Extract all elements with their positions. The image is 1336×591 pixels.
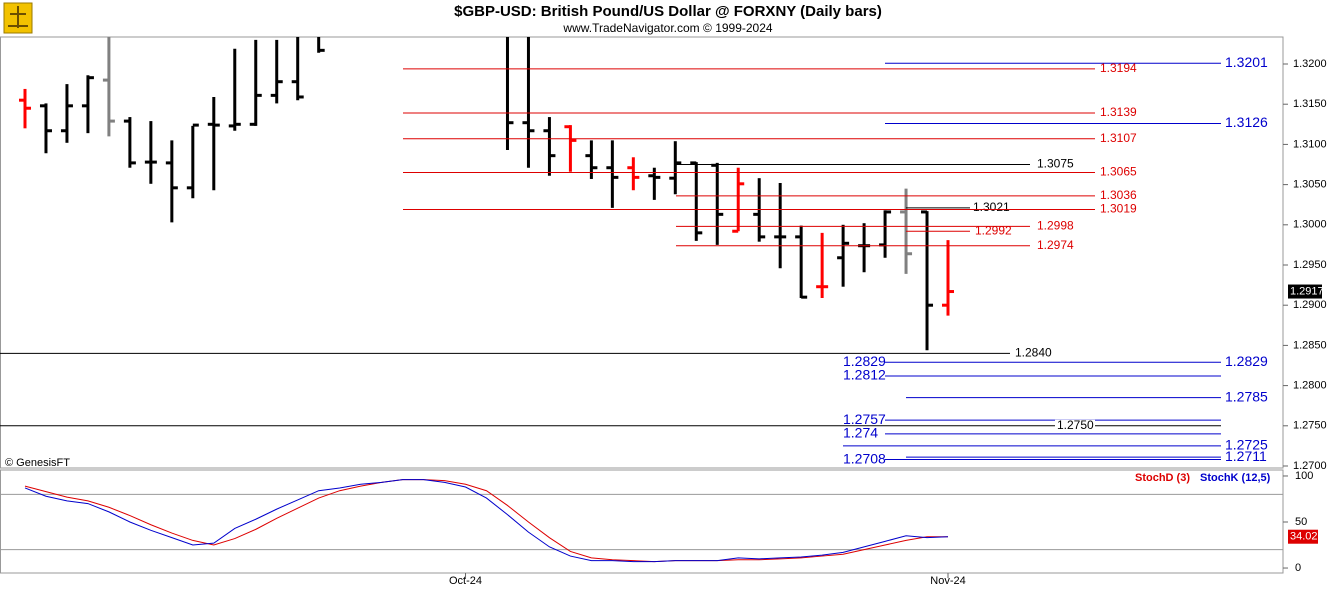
level-label: 1.2812 [843, 367, 886, 383]
level-label: 1.3107 [1100, 131, 1137, 145]
price-plot [19, 37, 954, 351]
level-label: 1.2757 [843, 411, 886, 427]
y-tick-label: 1.2900 [1293, 299, 1327, 311]
y-tick-label: 1.2950 [1293, 259, 1327, 271]
level-label: 1.2974 [1037, 238, 1074, 252]
y-tick-label: 1.3000 [1293, 219, 1327, 231]
stoch-line [24, 479, 949, 563]
level-label: 1.2725 [1225, 437, 1268, 453]
level-label: 1.3201 [1225, 54, 1268, 70]
y-tick-label: 50 [1295, 516, 1307, 528]
last-value-tag [1288, 529, 1318, 544]
last-price-label: 1.2917 [1290, 285, 1324, 297]
y-tick-label: 1.3100 [1293, 138, 1327, 150]
x-tick-label: Nov-24 [930, 575, 965, 587]
level-label: 1.2711 [1225, 448, 1267, 464]
level-label: 1.3126 [1225, 114, 1268, 130]
level-label: 1.3065 [1100, 165, 1137, 179]
y-tick-label: 1.2700 [1293, 460, 1327, 472]
legend-entry: StochK (12,5) [1200, 472, 1271, 484]
level-label: 1.274 [843, 425, 878, 441]
level-label: 1.3139 [1100, 105, 1137, 119]
level-label: 1.2829 [1225, 353, 1268, 369]
level-label: 1.2708 [843, 450, 886, 466]
level-label-bg [1055, 419, 1095, 432]
x-tick-label: Oct-24 [449, 575, 482, 587]
y-tick-label: 1.2750 [1293, 420, 1327, 432]
level-label: 1.2785 [1225, 388, 1268, 404]
price-panel-frame [0, 36, 1284, 469]
y-tick-label: 1.3200 [1293, 58, 1327, 70]
stoch-line [24, 479, 949, 563]
y-tick-label: 100 [1295, 470, 1313, 482]
chart-subtitle: www.TradeNavigator.com © 1999-2024 [562, 21, 772, 35]
source-note: © GenesisFT [5, 457, 70, 469]
y-tick-label: 1.2850 [1293, 339, 1327, 351]
y-tick-label: 1.3050 [1293, 179, 1327, 191]
level-label: 1.2750 [1057, 418, 1094, 432]
level-label: 1.3036 [1100, 188, 1137, 202]
level-label: 1.2998 [1037, 219, 1074, 233]
level-label: 1.2840 [1015, 346, 1052, 360]
level-label: 1.2992 [975, 223, 1012, 237]
stoch-panel-frame [0, 469, 1284, 574]
level-label: 1.3019 [1100, 202, 1137, 216]
chart-title: $GBP-USD: British Pound/US Dollar @ FORX… [454, 3, 882, 20]
level-label: 1.2829 [843, 353, 886, 369]
stoch-plot [0, 479, 1283, 563]
level-label: 1.3075 [1037, 157, 1074, 171]
y-tick-label: 1.2800 [1293, 380, 1327, 392]
level-label: 1.3021 [973, 200, 1010, 214]
y-tick-label: 0 [1295, 562, 1301, 574]
y-tick-label: 1.3150 [1293, 98, 1327, 110]
legend-entry: StochD (3) [1135, 472, 1190, 484]
logo [3, 2, 33, 34]
last-value-label: 34.02 [1290, 531, 1318, 543]
level-label: 1.3194 [1100, 61, 1137, 75]
last-price-tag [1288, 284, 1322, 299]
